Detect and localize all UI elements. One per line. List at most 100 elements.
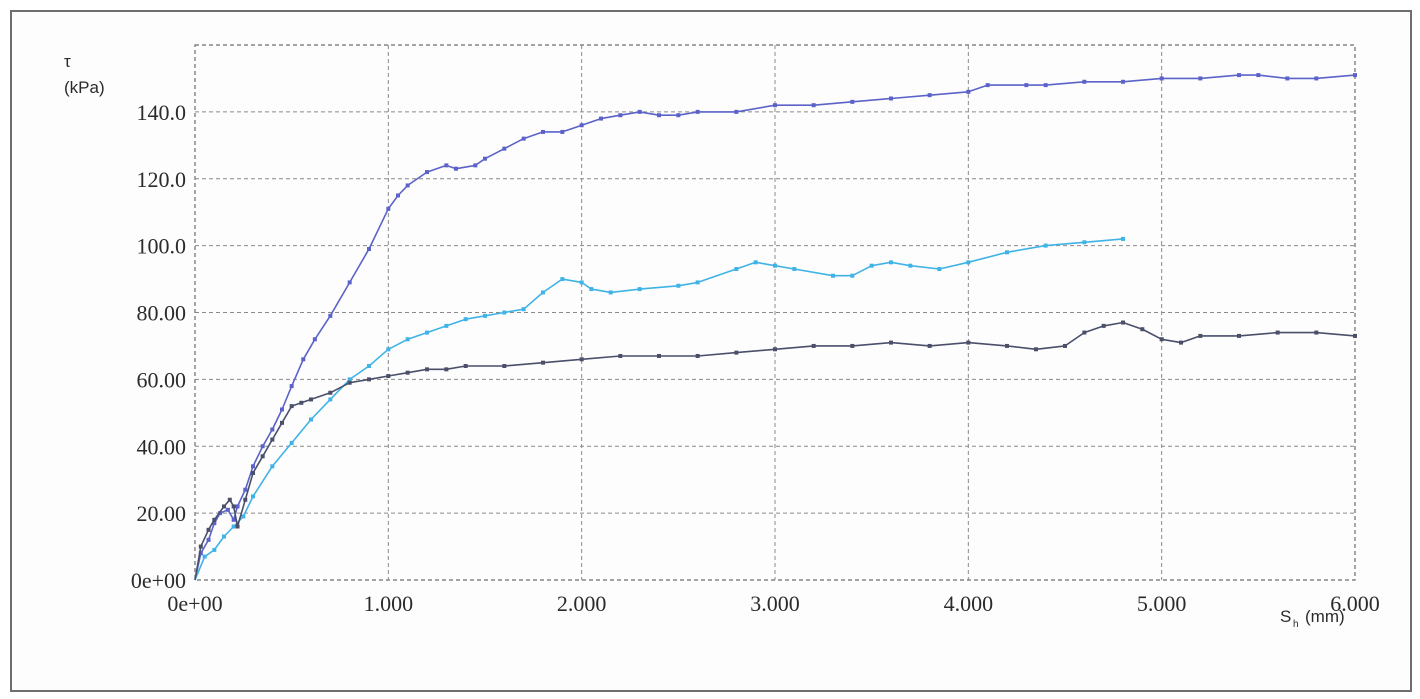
series-0-point-34 — [637, 109, 642, 114]
series-2-point-21 — [425, 367, 429, 372]
series-2-point-32 — [811, 343, 816, 348]
y-tick-label-2: 40.00 — [137, 434, 187, 459]
series-1-point-4 — [231, 524, 236, 529]
grid — [195, 45, 1355, 580]
x-tick-labels: 0e+00 1.000 2.000 3.000 4.000 5.000 6.000 — [167, 591, 1379, 616]
series-0-point-9 — [251, 464, 255, 469]
series-1-point-21 — [541, 290, 545, 295]
series-0-point-21 — [405, 183, 410, 188]
series-0-point-16 — [328, 313, 333, 318]
x-tick-label-1: 1.000 — [364, 591, 414, 616]
y-tick-label-4: 80.00 — [137, 301, 187, 326]
series-0-point-56 — [1353, 73, 1357, 78]
series-2-point-44 — [1159, 337, 1164, 342]
series-2-point-43 — [1140, 327, 1145, 332]
series-2-point-31 — [773, 347, 777, 352]
series-0-point-1 — [198, 551, 203, 556]
series-1-point-32 — [792, 267, 797, 272]
series-1 — [194, 236, 1125, 581]
series-0-point-10 — [260, 444, 265, 449]
series-0-point-14 — [301, 357, 306, 362]
series-0-point-48 — [1082, 79, 1087, 84]
series-1-point-37 — [908, 263, 913, 268]
x-axis-symbol: S — [1280, 607, 1291, 626]
series-0-point-22 — [425, 170, 429, 175]
series-0-point-42 — [889, 96, 893, 101]
series-2-point-26 — [579, 357, 584, 362]
series-0-point-6 — [231, 517, 236, 522]
series-2-point-15 — [309, 397, 313, 402]
series-1-point-41 — [1043, 243, 1048, 248]
series-2-point-49 — [1314, 330, 1319, 335]
series-0-point-39 — [773, 103, 777, 108]
series-0-point-41 — [850, 99, 855, 104]
series-2-point-28 — [657, 353, 661, 358]
series-0-point-31 — [579, 123, 584, 128]
series-0-point-49 — [1121, 79, 1125, 84]
series-0-point-18 — [367, 246, 371, 251]
series-2-point-23 — [463, 364, 468, 368]
series-0-point-3 — [212, 521, 217, 526]
series-0-point-24 — [454, 166, 458, 171]
series-1-point-29 — [734, 267, 739, 272]
series-2-point-45 — [1179, 340, 1183, 345]
series-0-point-33 — [618, 113, 623, 118]
series-2-point-38 — [1034, 347, 1038, 352]
series-2-point-13 — [289, 404, 294, 409]
series-1-point-34 — [850, 273, 855, 278]
series-2-point-40 — [1082, 330, 1087, 335]
series-2-point-11 — [270, 437, 275, 442]
series-1-point-35 — [869, 263, 874, 268]
series-2-point-22 — [444, 367, 449, 372]
series-1-point-24 — [589, 287, 594, 292]
series-0 — [194, 73, 1357, 581]
y-tick-label-0: 0e+00 — [131, 568, 186, 593]
y-tick-labels: 0e+00 20.00 40.00 60.00 80.00 100.0 120.0 140.0 — [131, 100, 186, 593]
series-1-point-9 — [309, 417, 313, 422]
series-2-point-25 — [541, 360, 545, 365]
series-0-point-54 — [1285, 76, 1290, 81]
series-2-point-29 — [695, 353, 700, 358]
series-2-point-36 — [966, 340, 971, 345]
series-0-point-2 — [206, 537, 211, 542]
series-2-point-35 — [927, 343, 932, 348]
series-1-point-27 — [676, 283, 681, 288]
series-0-point-13 — [289, 384, 294, 389]
series-0-point-52 — [1237, 73, 1241, 78]
series-1-point-22 — [560, 277, 565, 282]
series-1-point-20 — [521, 307, 526, 312]
series-2-point-19 — [386, 374, 391, 379]
x-axis-subscript: h — [1293, 619, 1299, 630]
series-2-point-8 — [243, 497, 248, 502]
series-1-point-26 — [637, 287, 642, 292]
series-1-point-13 — [386, 347, 391, 352]
series-1-point-23 — [579, 280, 584, 285]
series-0-point-43 — [927, 93, 932, 98]
series-2-point-5 — [227, 497, 232, 502]
series-2-point-10 — [260, 454, 265, 459]
series-2-point-30 — [734, 350, 739, 355]
y-tick-label-7: 140.0 — [137, 100, 187, 125]
series-2-point-3 — [212, 517, 217, 522]
series-1-point-36 — [889, 260, 893, 265]
series-1-point-19 — [502, 310, 507, 315]
y-tick-label-3: 60.00 — [137, 367, 187, 392]
series-2-point-27 — [618, 353, 623, 358]
series-0-point-51 — [1198, 76, 1203, 81]
series-0-point-38 — [734, 109, 739, 114]
series-0-point-11 — [270, 427, 275, 432]
series-0-point-29 — [541, 129, 545, 134]
series-0-point-37 — [695, 109, 700, 114]
series-0-point-46 — [1024, 83, 1029, 88]
series-0-point-20 — [396, 193, 400, 198]
series-1-point-11 — [347, 377, 352, 382]
series-0-point-35 — [657, 113, 661, 118]
series-layer — [194, 73, 1357, 581]
series-0-point-15 — [312, 337, 317, 342]
series-1-point-17 — [463, 317, 468, 322]
series-2-point-12 — [280, 420, 284, 425]
series-2-point-9 — [251, 471, 255, 475]
series-2-point-4 — [222, 504, 226, 509]
series-1-point-15 — [425, 330, 429, 335]
series-1-point-30 — [753, 260, 758, 265]
